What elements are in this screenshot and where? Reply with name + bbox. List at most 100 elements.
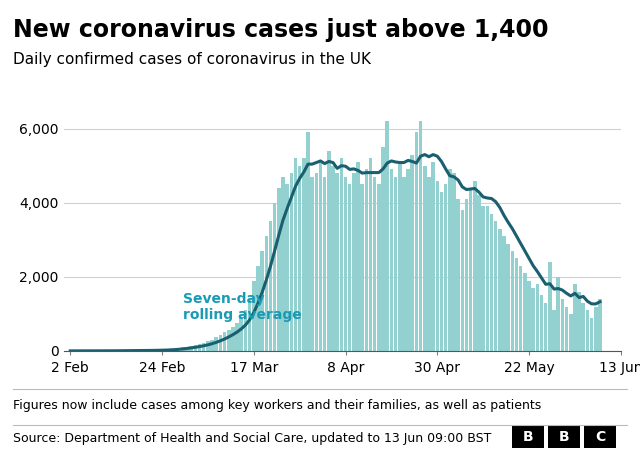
Bar: [394, 177, 397, 351]
Bar: [365, 169, 368, 351]
Bar: [273, 203, 276, 351]
Bar: [381, 147, 385, 351]
Bar: [294, 158, 297, 351]
Bar: [431, 162, 435, 351]
Bar: [573, 284, 577, 351]
Bar: [527, 281, 531, 351]
Bar: [540, 295, 543, 351]
Bar: [332, 166, 335, 351]
Bar: [310, 177, 314, 351]
Bar: [502, 236, 506, 351]
Bar: [444, 184, 447, 351]
Bar: [590, 318, 593, 351]
Bar: [348, 184, 351, 351]
Bar: [477, 195, 481, 351]
Bar: [335, 173, 339, 351]
Bar: [248, 299, 252, 351]
Bar: [511, 251, 514, 351]
Bar: [519, 266, 522, 351]
Bar: [561, 299, 564, 351]
Bar: [302, 158, 305, 351]
Bar: [577, 292, 581, 351]
Bar: [189, 346, 193, 351]
Bar: [552, 310, 556, 351]
Bar: [252, 281, 255, 351]
Bar: [185, 347, 189, 351]
Bar: [410, 155, 414, 351]
Bar: [452, 173, 456, 351]
Bar: [582, 303, 585, 351]
FancyBboxPatch shape: [584, 426, 616, 448]
Bar: [456, 199, 460, 351]
Bar: [402, 177, 406, 351]
Bar: [264, 236, 268, 351]
Bar: [198, 344, 202, 351]
Bar: [281, 177, 285, 351]
Bar: [298, 166, 301, 351]
Text: B: B: [523, 430, 534, 444]
Bar: [390, 169, 393, 351]
Bar: [239, 318, 243, 351]
Bar: [598, 299, 602, 351]
Bar: [289, 173, 293, 351]
Bar: [569, 314, 573, 351]
Bar: [360, 184, 364, 351]
Bar: [406, 169, 410, 351]
Bar: [344, 177, 348, 351]
Bar: [223, 333, 227, 351]
Bar: [440, 192, 444, 351]
Bar: [168, 349, 172, 351]
Bar: [594, 306, 598, 351]
Bar: [277, 188, 280, 351]
Bar: [236, 323, 239, 351]
Bar: [435, 180, 439, 351]
Bar: [260, 251, 264, 351]
Bar: [515, 258, 518, 351]
Bar: [548, 262, 552, 351]
Bar: [369, 158, 372, 351]
Bar: [323, 177, 326, 351]
Bar: [156, 350, 159, 351]
Bar: [285, 184, 289, 351]
FancyBboxPatch shape: [512, 426, 545, 448]
FancyBboxPatch shape: [548, 426, 580, 448]
Text: Daily confirmed cases of coronavirus in the UK: Daily confirmed cases of coronavirus in …: [13, 52, 371, 67]
Bar: [181, 347, 185, 351]
Bar: [531, 288, 535, 351]
Bar: [415, 132, 418, 351]
Bar: [498, 229, 502, 351]
Bar: [448, 169, 452, 351]
Bar: [352, 173, 356, 351]
Bar: [586, 310, 589, 351]
Bar: [465, 199, 468, 351]
Bar: [319, 162, 323, 351]
Bar: [148, 350, 151, 351]
Bar: [373, 177, 376, 351]
Bar: [544, 303, 547, 351]
Bar: [565, 306, 568, 351]
Bar: [427, 177, 431, 351]
Bar: [315, 173, 318, 351]
Bar: [177, 348, 180, 351]
Text: B: B: [559, 430, 570, 444]
Bar: [194, 345, 197, 351]
Bar: [385, 121, 389, 351]
Bar: [473, 180, 477, 351]
Bar: [214, 338, 218, 351]
Bar: [306, 132, 310, 351]
Bar: [231, 327, 235, 351]
Bar: [211, 339, 214, 351]
Text: New coronavirus cases just above 1,400: New coronavirus cases just above 1,400: [13, 18, 548, 42]
Bar: [202, 343, 205, 351]
Bar: [490, 214, 493, 351]
Bar: [340, 158, 343, 351]
Bar: [486, 207, 489, 351]
Bar: [419, 121, 422, 351]
Bar: [377, 184, 381, 351]
Text: Seven-day
rolling average: Seven-day rolling average: [183, 292, 301, 322]
Text: Source: Department of Health and Social Care, updated to 13 Jun 09:00 BST: Source: Department of Health and Social …: [13, 432, 491, 445]
Bar: [506, 243, 510, 351]
Bar: [327, 151, 331, 351]
Bar: [356, 162, 360, 351]
Text: C: C: [595, 430, 605, 444]
